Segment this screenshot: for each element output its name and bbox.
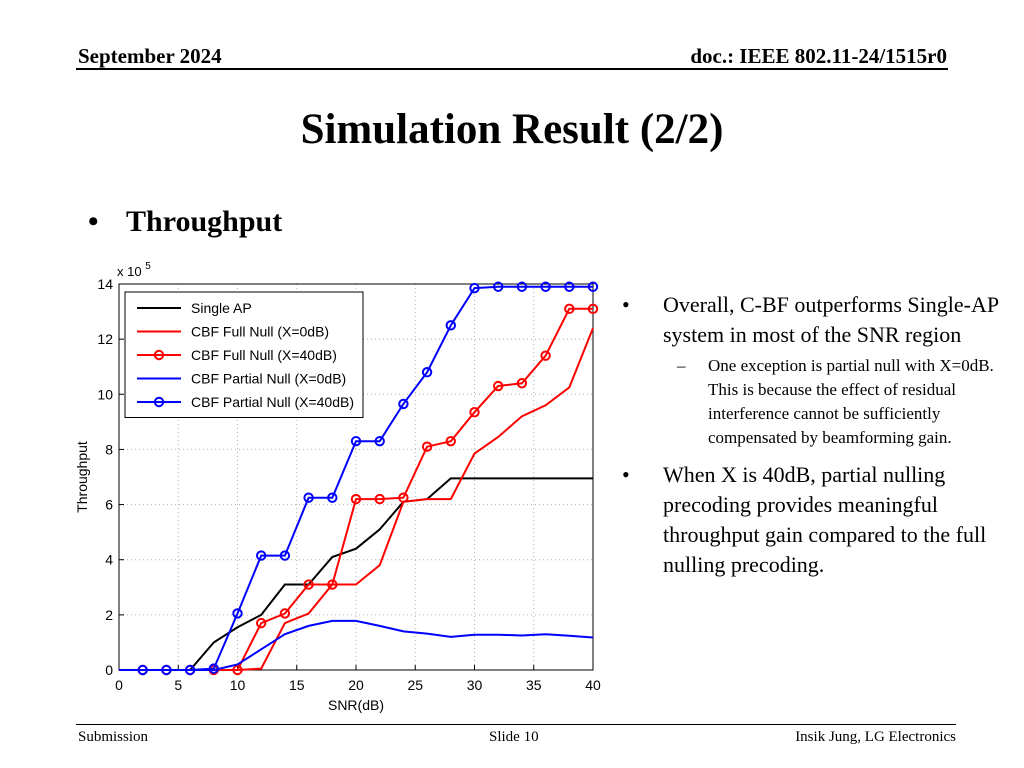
series-point xyxy=(421,441,433,452)
section-bullet-label: Throughput xyxy=(126,205,283,238)
series-point xyxy=(398,398,409,410)
series-point xyxy=(540,281,551,292)
right-text-block: • Overall, C-BF outperforms Single-AP sy… xyxy=(622,290,1007,580)
legend-label: Single AP xyxy=(191,300,252,316)
series-point xyxy=(279,550,291,561)
legend-label: CBF Partial Null (X=0dB) xyxy=(191,371,346,387)
footer-divider xyxy=(76,724,956,725)
series-point xyxy=(493,380,504,392)
bullet-overall-text: Overall, C-BF outperforms Single-AP syst… xyxy=(663,292,999,347)
series-point xyxy=(161,664,172,676)
series-point xyxy=(540,350,551,361)
series-line xyxy=(119,285,593,671)
series-point xyxy=(445,435,456,447)
x-tick-label: 25 xyxy=(407,677,423,693)
series-point xyxy=(327,492,338,503)
series-point xyxy=(421,367,433,378)
y-tick-label: 12 xyxy=(97,331,113,347)
y-multiplier-exponent: 5 xyxy=(145,261,151,272)
y-tick-label: 0 xyxy=(105,662,113,678)
x-axis-label: SNR(dB) xyxy=(328,697,384,713)
y-multiplier-label: x 10 5 xyxy=(117,261,151,279)
series-point xyxy=(303,492,314,503)
bullet-dot: • xyxy=(88,205,99,238)
series-point xyxy=(516,281,528,292)
throughput-chart: 0 5 10 15 20 25 30 35 40 0 2 4 6 8 10 12 14 x 10 5 SNR(d… xyxy=(74,261,601,713)
series-point xyxy=(184,664,196,676)
y-multiplier-base: x 10 xyxy=(117,264,142,279)
series-point xyxy=(256,550,267,561)
series-point xyxy=(493,281,504,292)
series-point xyxy=(516,378,528,389)
series-point xyxy=(374,493,385,505)
series-point xyxy=(208,663,220,674)
legend-item: CBF Partial Null (X=40dB) xyxy=(137,394,354,410)
legend-label: CBF Partial Null (X=40dB) xyxy=(191,394,354,410)
series-point xyxy=(445,320,456,331)
section-bullet: • Throughput xyxy=(88,205,282,239)
y-tick-label: 4 xyxy=(105,552,113,568)
series-point xyxy=(232,608,243,619)
chart-ticks: 0 5 10 15 20 25 30 35 40 0 2 4 6 8 10 12 14 xyxy=(97,276,601,693)
legend-item: CBF Full Null (X=40dB) xyxy=(137,347,337,363)
legend-item: CBF Partial Null (X=0dB) xyxy=(137,371,346,387)
x-tick-label: 35 xyxy=(526,677,542,693)
series-point xyxy=(350,435,362,447)
sub-bullet-exception-text: One exception is partial null with X=0dB… xyxy=(708,356,994,447)
x-tick-label: 15 xyxy=(289,677,305,693)
series-point xyxy=(327,579,338,590)
series-1 xyxy=(119,477,593,671)
x-tick-label: 40 xyxy=(585,677,601,693)
bullet-partial-nulling-text: When X is 40dB, partial nulling precodin… xyxy=(663,462,987,577)
footer-author: Insik Jung, LG Electronics xyxy=(795,729,956,745)
series-point xyxy=(398,492,409,503)
x-tick-label: 10 xyxy=(230,677,246,693)
series-point xyxy=(587,303,599,315)
bullet-dot: • xyxy=(622,292,630,317)
sub-bullet-dash: – xyxy=(677,356,686,375)
series-point xyxy=(564,303,575,315)
series-point xyxy=(232,664,243,676)
legend-marker xyxy=(153,396,165,408)
y-axis-label: Throughput xyxy=(74,441,90,513)
header-date: September 2024 xyxy=(78,44,222,68)
bullet-overall: • Overall, C-BF outperforms Single-AP sy… xyxy=(622,290,1007,350)
series-point xyxy=(303,579,314,590)
bullet-partial-nulling: • When X is 40dB, partial nulling precod… xyxy=(622,460,1007,580)
y-tick-label: 6 xyxy=(105,497,113,513)
x-tick-label: 0 xyxy=(115,677,123,693)
legend-item: Single AP xyxy=(137,300,252,316)
y-tick-label: 10 xyxy=(97,386,113,402)
y-tick-label: 14 xyxy=(97,276,113,292)
x-tick-label: 30 xyxy=(467,677,483,693)
series-point xyxy=(279,608,291,619)
legend-item: CBF Full Null (X=0dB) xyxy=(137,324,329,340)
slide-title: Simulation Result (2/2) xyxy=(300,106,724,153)
series-point xyxy=(564,281,575,292)
chart-legend: Single AP CBF Full Null (X=0dB) CBF Full N… xyxy=(124,291,364,418)
x-tick-label: 20 xyxy=(348,677,364,693)
series-point xyxy=(374,435,385,447)
footer-submission: Submission xyxy=(78,729,149,745)
legend-label: CBF Full Null (X=0dB) xyxy=(191,324,329,340)
bullet-dot: • xyxy=(622,462,630,487)
series-point xyxy=(469,282,480,294)
chart-series xyxy=(119,281,599,676)
header-divider xyxy=(76,68,948,70)
series-point xyxy=(137,664,148,676)
y-tick-label: 8 xyxy=(105,441,113,457)
legend-label: CBF Full Null (X=40dB) xyxy=(191,347,337,363)
series-point xyxy=(350,493,362,505)
series-point xyxy=(469,407,480,418)
sub-bullet-exception: – One exception is partial null with X=0… xyxy=(622,354,1007,450)
footer-slide-number: Slide 10 xyxy=(489,729,539,745)
series-line xyxy=(119,477,593,671)
series-point xyxy=(587,281,599,292)
series-5 xyxy=(119,281,599,676)
y-tick-label: 2 xyxy=(105,607,113,623)
series-point xyxy=(256,617,267,629)
header-doc-id: doc.: IEEE 802.11-24/1515r0 xyxy=(690,44,947,68)
legend-marker xyxy=(153,349,165,361)
x-tick-label: 5 xyxy=(174,677,182,693)
